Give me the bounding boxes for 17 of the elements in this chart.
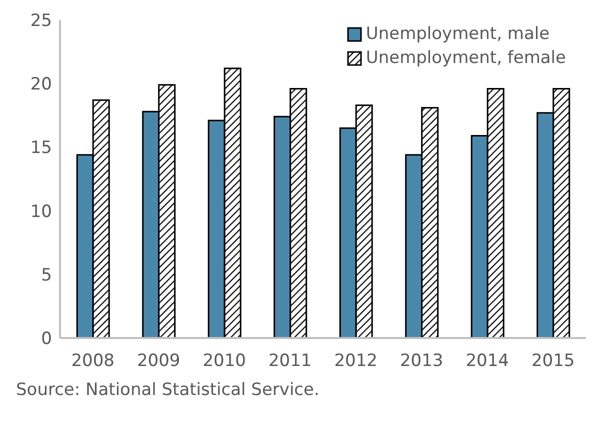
y-tick-label: 5: [41, 265, 52, 286]
y-tick-label: 0: [41, 329, 52, 350]
x-tick-label: 2014: [466, 351, 510, 372]
x-tick-label: 2015: [531, 351, 575, 372]
x-tick-label: 2010: [202, 351, 246, 372]
x-tick-label: 2008: [71, 351, 115, 372]
x-tick-label: 2011: [268, 351, 312, 372]
legend-label: Unemployment, male: [366, 23, 550, 46]
legend-label: Unemployment, female: [366, 47, 566, 70]
x-tick-label: 2009: [136, 351, 180, 372]
y-tick-label: 15: [30, 138, 52, 158]
y-tick-label: 10: [30, 202, 52, 222]
x-tick-label: 2013: [400, 351, 444, 372]
y-tick-label: 25: [30, 11, 52, 32]
source-note: Source: National Statistical Service.: [16, 380, 320, 400]
y-tick-label: 20: [30, 74, 52, 95]
x-tick-label: 2012: [334, 351, 378, 372]
